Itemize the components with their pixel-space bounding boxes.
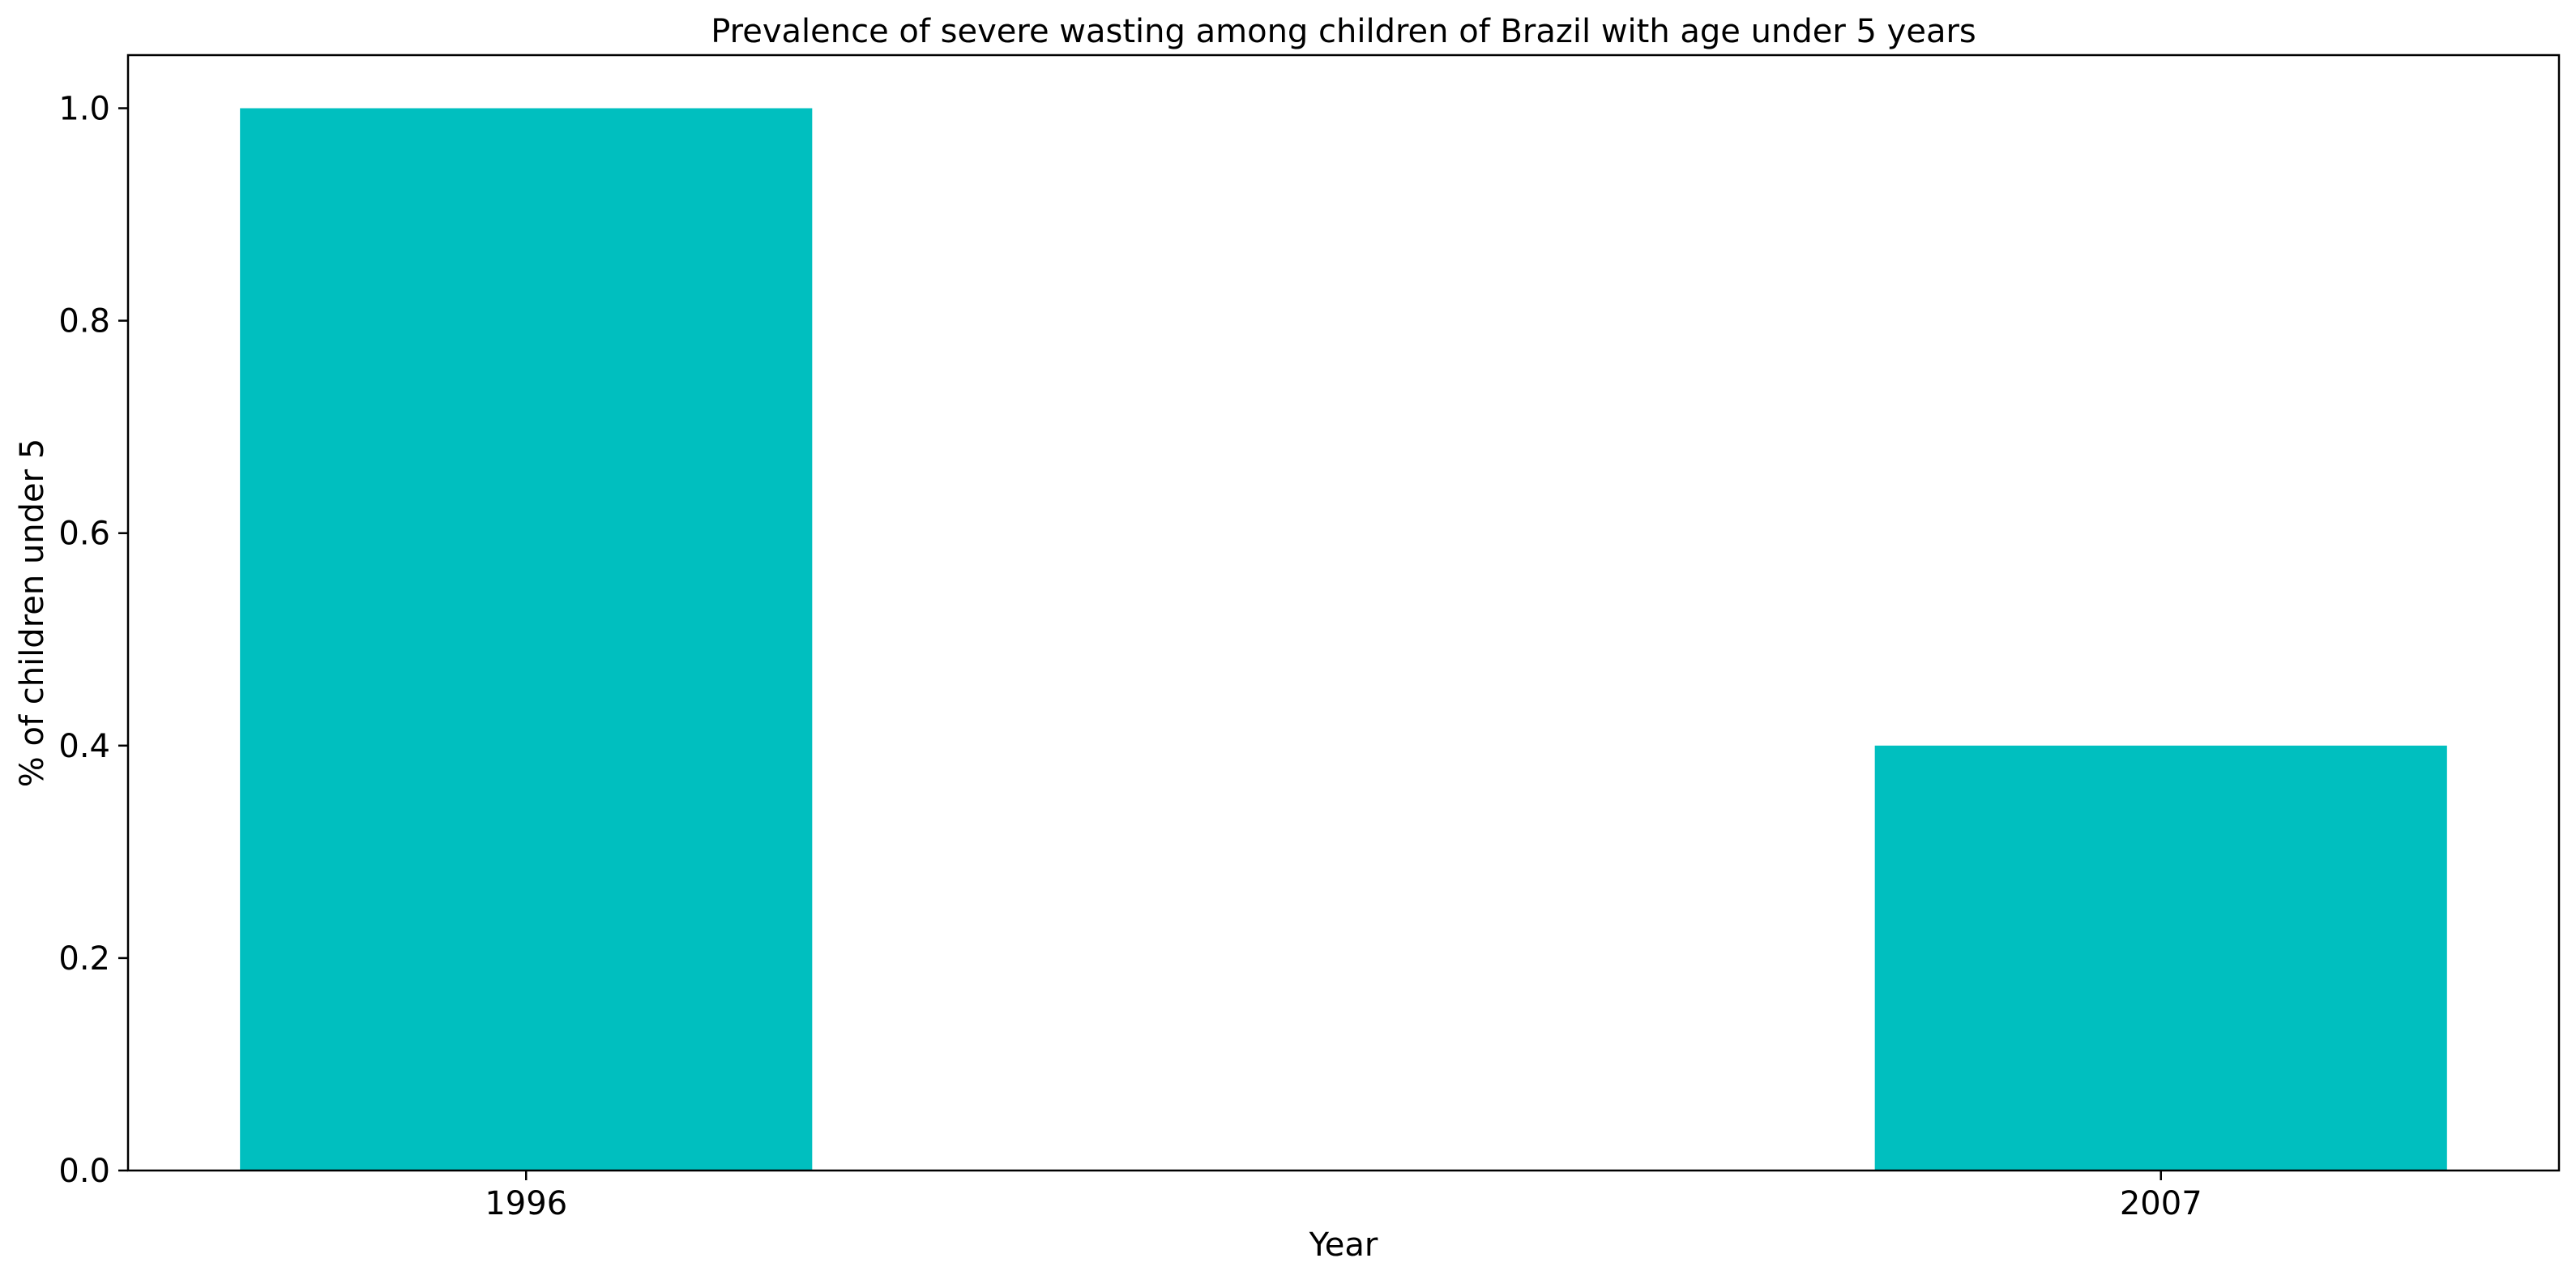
y-axis-label: % of children under 5 bbox=[14, 439, 51, 788]
y-tick-label: 0.8 bbox=[58, 303, 110, 340]
x-axis-ticks: 1996 2007 bbox=[485, 1171, 2202, 1222]
bar-1996 bbox=[240, 108, 813, 1171]
bar-2007 bbox=[1874, 745, 2447, 1171]
y-tick-label: 1.0 bbox=[58, 91, 110, 128]
bars-layer bbox=[240, 108, 2447, 1171]
plot-area-frame bbox=[126, 54, 2561, 1172]
x-tick-label: 2007 bbox=[2120, 1185, 2202, 1222]
x-axis-label: Year bbox=[1309, 1226, 1378, 1264]
y-tick-label: 0.4 bbox=[58, 728, 110, 765]
y-axis-ticks: 0.0 0.2 0.4 0.6 0.8 1.0 bbox=[58, 91, 128, 1190]
y-tick-label: 0.0 bbox=[58, 1153, 110, 1190]
x-tick-label: 1996 bbox=[485, 1185, 567, 1222]
chart-title: Prevalence of severe wasting among child… bbox=[711, 13, 1976, 50]
y-tick-label: 0.2 bbox=[58, 940, 110, 978]
y-tick-label: 0.6 bbox=[58, 516, 110, 553]
